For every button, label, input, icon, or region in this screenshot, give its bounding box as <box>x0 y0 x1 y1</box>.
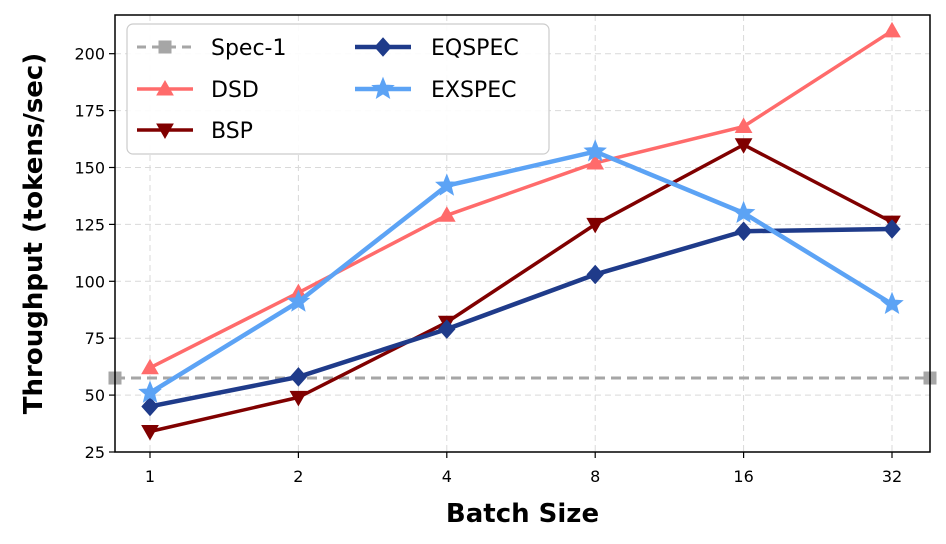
data-point <box>138 380 162 403</box>
data-point <box>880 291 904 315</box>
data-point <box>289 390 308 407</box>
y-tick-label: 50 <box>85 386 105 405</box>
legend-marker <box>374 37 392 57</box>
x-tick-label: 32 <box>882 467 902 486</box>
data-point <box>586 264 604 285</box>
legend-entry: Spec-1 <box>137 36 287 61</box>
legend-label: EQSPEC <box>431 36 519 61</box>
legend-marker <box>158 40 172 54</box>
series-lines <box>108 21 937 441</box>
data-point <box>586 217 605 234</box>
legend-marker <box>371 76 395 99</box>
legend-entry: EXSPEC <box>355 76 516 103</box>
series-dsd <box>141 21 901 375</box>
legend-entry: DSD <box>137 78 259 103</box>
x-axis-label: Batch Size <box>446 499 599 529</box>
series-line <box>149 29 893 370</box>
legend-label: EXSPEC <box>431 78 516 103</box>
data-point <box>734 138 753 154</box>
legend: Spec-1 DSD BSP EQSPEC EXSPEC <box>126 23 550 155</box>
legend-marker <box>156 123 174 140</box>
data-point <box>583 139 607 162</box>
data-point <box>586 153 605 170</box>
legend-label: BSP <box>211 119 253 144</box>
y-tick-label: 100 <box>74 272 105 291</box>
data-point <box>438 319 456 339</box>
legend-label: DSD <box>211 78 259 103</box>
data-point <box>883 21 901 38</box>
series-eqspec <box>141 219 901 417</box>
series-bsp <box>141 138 901 441</box>
data-point <box>286 289 311 312</box>
series-line <box>148 149 894 395</box>
y-axis-label: Throughput (tokens/sec) <box>19 53 49 414</box>
x-tick-label: 1 <box>145 467 155 486</box>
data-point <box>435 173 459 196</box>
x-tick-label: 16 <box>733 467 753 486</box>
data-point <box>734 221 753 241</box>
data-point <box>141 358 159 375</box>
y-tick-label: 75 <box>85 329 105 348</box>
plot-frame <box>114 14 931 453</box>
series-line <box>149 142 893 434</box>
data-point <box>883 219 901 239</box>
x-tick-label: 8 <box>590 467 600 486</box>
y-tick-label: 25 <box>85 443 105 462</box>
data-point <box>734 117 753 134</box>
x-tick-label: 4 <box>442 467 452 486</box>
y-tick-label: 200 <box>74 45 105 64</box>
legend-entry: BSP <box>137 119 253 144</box>
data-point <box>141 396 159 417</box>
series-spec-1 <box>108 371 937 385</box>
legend-entry: EQSPEC <box>355 36 519 61</box>
y-tick-label: 150 <box>74 158 105 177</box>
data-point <box>141 425 159 441</box>
x-tick-label: 2 <box>293 467 303 486</box>
data-point <box>437 206 456 222</box>
data-point <box>731 200 756 224</box>
legend-marker <box>156 79 174 96</box>
legend-box <box>126 23 550 155</box>
axis-ticks: 1 2 4 8 16 32 25 50 75 100 125 150 175 200 <box>74 45 902 486</box>
series-line <box>149 226 893 409</box>
y-tick-label: 125 <box>74 215 105 234</box>
series-exspec <box>138 139 904 403</box>
data-point <box>289 367 308 387</box>
legend-label: Spec-1 <box>211 36 287 61</box>
y-tick-label: 175 <box>74 102 105 121</box>
